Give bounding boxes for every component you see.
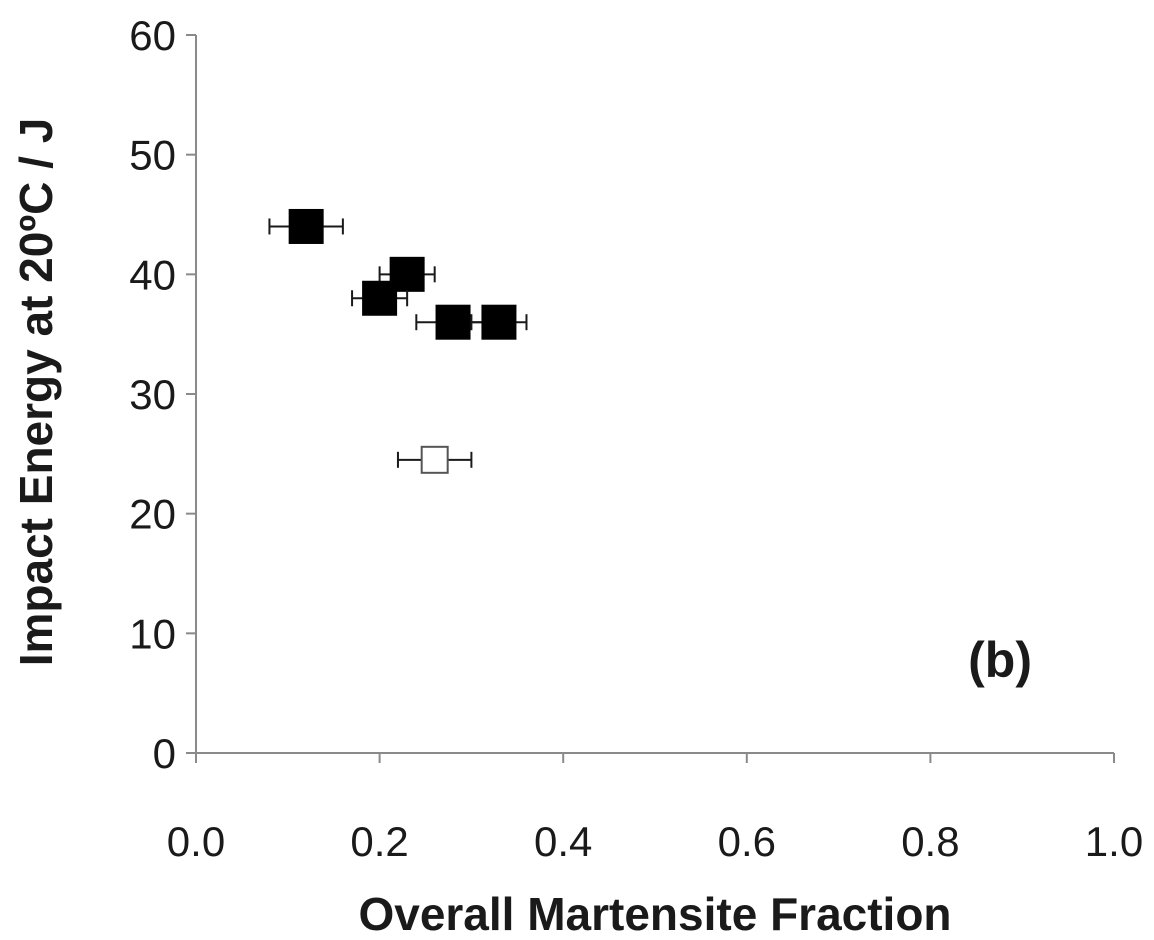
panel-label: (b) — [968, 632, 1032, 688]
y-tick-label: 0 — [153, 730, 176, 777]
x-axis-ticks: 0.0 0.2 0.4 0.6 0.8 1.0 — [167, 753, 1143, 865]
y-tick-label: 10 — [129, 610, 176, 657]
x-tick-label: 0.6 — [718, 818, 776, 865]
x-tick-label: 0.0 — [167, 818, 225, 865]
x-tick-label: 0.8 — [901, 818, 959, 865]
y-tick-label: 60 — [129, 12, 176, 59]
x-tick-label: 1.0 — [1085, 818, 1143, 865]
x-tick-label: 0.2 — [350, 818, 408, 865]
y-tick-label: 30 — [129, 371, 176, 418]
y-axis-ticks: 0 10 20 30 40 50 60 — [129, 12, 196, 777]
x-tick-label: 0.4 — [534, 818, 592, 865]
y-tick-label: 40 — [129, 251, 176, 298]
data-point-filled — [435, 304, 471, 340]
y-tick-label: 50 — [129, 132, 176, 179]
data-point-filled — [288, 208, 324, 244]
y-axis-title: Impact Energy at 20ºC / J — [10, 118, 62, 667]
x-axis-title: Overall Martensite Fraction — [358, 888, 951, 940]
data-point-filled — [362, 280, 398, 316]
data-point-open — [420, 445, 449, 474]
data-point-filled — [481, 304, 517, 340]
data-points — [268, 208, 528, 474]
y-tick-label: 20 — [129, 491, 176, 538]
